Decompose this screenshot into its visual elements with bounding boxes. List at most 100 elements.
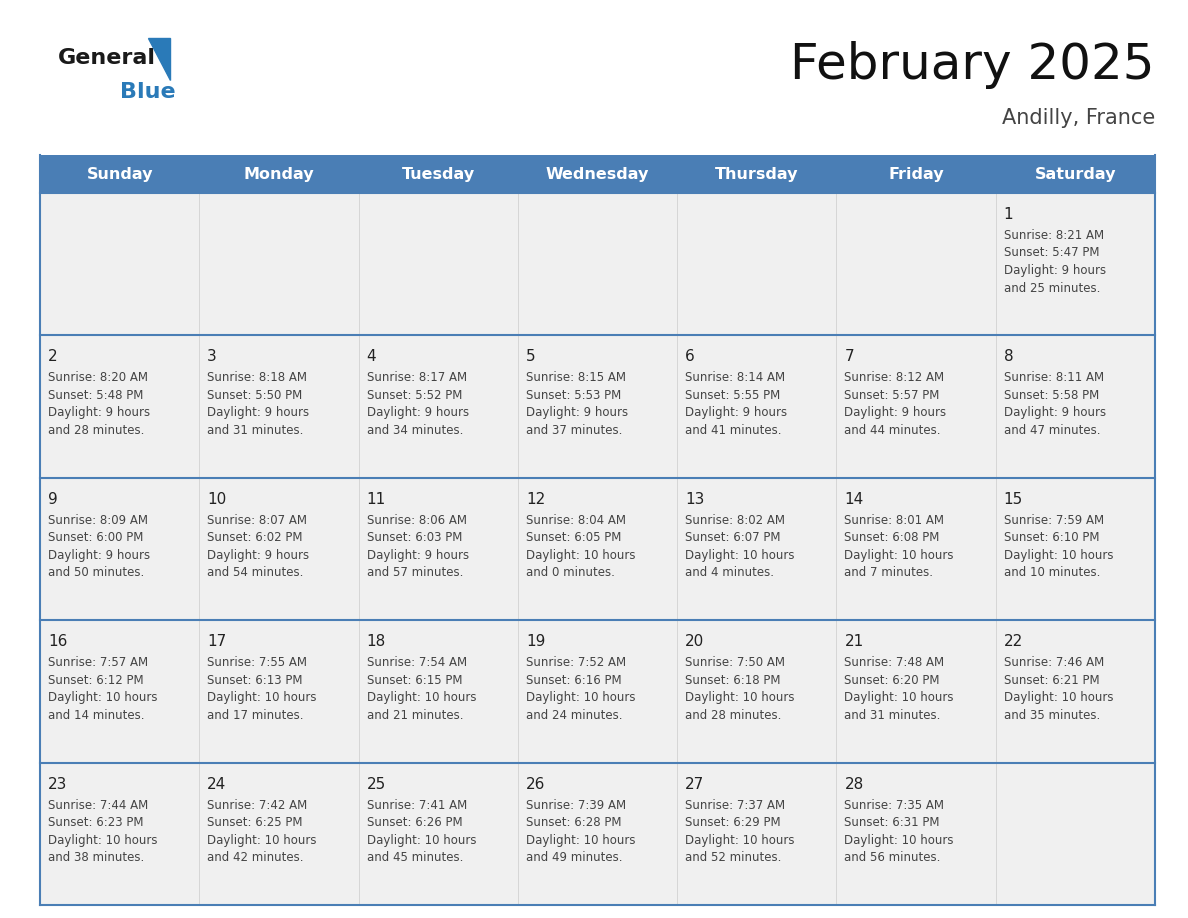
Text: Daylight: 9 hours: Daylight: 9 hours (367, 549, 469, 562)
Text: 7: 7 (845, 350, 854, 364)
Text: 6: 6 (685, 350, 695, 364)
Text: and 31 minutes.: and 31 minutes. (207, 424, 304, 437)
Text: 4: 4 (367, 350, 377, 364)
Text: Sunset: 6:31 PM: Sunset: 6:31 PM (845, 816, 940, 829)
Text: 9: 9 (48, 492, 58, 507)
Text: Monday: Monday (244, 166, 315, 182)
Text: Sunset: 6:12 PM: Sunset: 6:12 PM (48, 674, 144, 687)
Text: and 21 minutes.: and 21 minutes. (367, 709, 463, 722)
Text: 25: 25 (367, 777, 386, 791)
Text: Daylight: 10 hours: Daylight: 10 hours (207, 691, 317, 704)
Text: Daylight: 9 hours: Daylight: 9 hours (207, 549, 309, 562)
Text: Daylight: 10 hours: Daylight: 10 hours (845, 834, 954, 846)
Text: Sunrise: 8:07 AM: Sunrise: 8:07 AM (207, 514, 308, 527)
Text: Sunset: 6:16 PM: Sunset: 6:16 PM (526, 674, 621, 687)
Text: Daylight: 10 hours: Daylight: 10 hours (526, 691, 636, 704)
Text: Sunrise: 8:01 AM: Sunrise: 8:01 AM (845, 514, 944, 527)
Bar (40, 193, 1155, 335)
Text: Sunset: 5:52 PM: Sunset: 5:52 PM (367, 389, 462, 402)
Text: and 17 minutes.: and 17 minutes. (207, 709, 304, 722)
Text: Sunset: 6:26 PM: Sunset: 6:26 PM (367, 816, 462, 829)
Text: Sunset: 6:00 PM: Sunset: 6:00 PM (48, 532, 144, 544)
Text: Sunset: 6:13 PM: Sunset: 6:13 PM (207, 674, 303, 687)
Text: Daylight: 9 hours: Daylight: 9 hours (685, 407, 788, 420)
Text: Blue: Blue (120, 82, 176, 102)
Text: and 25 minutes.: and 25 minutes. (1004, 282, 1100, 295)
Text: and 10 minutes.: and 10 minutes. (1004, 566, 1100, 579)
Text: Daylight: 10 hours: Daylight: 10 hours (367, 834, 476, 846)
Text: Sunrise: 8:04 AM: Sunrise: 8:04 AM (526, 514, 626, 527)
Text: Daylight: 10 hours: Daylight: 10 hours (845, 691, 954, 704)
Text: 23: 23 (48, 777, 68, 791)
Text: Sunrise: 7:41 AM: Sunrise: 7:41 AM (367, 799, 467, 812)
Text: Daylight: 9 hours: Daylight: 9 hours (48, 407, 150, 420)
Text: 3: 3 (207, 350, 217, 364)
Text: General: General (58, 48, 156, 68)
Text: and 49 minutes.: and 49 minutes. (526, 851, 623, 864)
Text: Thursday: Thursday (715, 166, 798, 182)
Text: Sunrise: 7:54 AM: Sunrise: 7:54 AM (367, 656, 467, 669)
Polygon shape (148, 38, 170, 80)
Text: Sunrise: 8:21 AM: Sunrise: 8:21 AM (1004, 229, 1104, 242)
Text: Sunset: 6:23 PM: Sunset: 6:23 PM (48, 816, 144, 829)
Text: and 41 minutes.: and 41 minutes. (685, 424, 782, 437)
Text: Sunrise: 7:35 AM: Sunrise: 7:35 AM (845, 799, 944, 812)
Text: and 44 minutes.: and 44 minutes. (845, 424, 941, 437)
Text: Sunset: 5:48 PM: Sunset: 5:48 PM (48, 389, 144, 402)
Text: and 45 minutes.: and 45 minutes. (367, 851, 463, 864)
Text: 2: 2 (48, 350, 58, 364)
Text: and 54 minutes.: and 54 minutes. (207, 566, 304, 579)
Text: and 24 minutes.: and 24 minutes. (526, 709, 623, 722)
Text: Sunrise: 7:39 AM: Sunrise: 7:39 AM (526, 799, 626, 812)
Text: 27: 27 (685, 777, 704, 791)
Text: Sunrise: 8:15 AM: Sunrise: 8:15 AM (526, 372, 626, 385)
Text: Sunset: 6:02 PM: Sunset: 6:02 PM (207, 532, 303, 544)
Text: Sunset: 6:25 PM: Sunset: 6:25 PM (207, 816, 303, 829)
Text: Sunrise: 8:06 AM: Sunrise: 8:06 AM (367, 514, 467, 527)
Text: 11: 11 (367, 492, 386, 507)
Text: and 14 minutes.: and 14 minutes. (48, 709, 145, 722)
Text: Sunrise: 8:14 AM: Sunrise: 8:14 AM (685, 372, 785, 385)
Text: Sunrise: 7:48 AM: Sunrise: 7:48 AM (845, 656, 944, 669)
Text: Wednesday: Wednesday (545, 166, 649, 182)
Text: Sunset: 6:29 PM: Sunset: 6:29 PM (685, 816, 781, 829)
Text: Sunrise: 7:37 AM: Sunrise: 7:37 AM (685, 799, 785, 812)
Text: Tuesday: Tuesday (402, 166, 475, 182)
Text: and 34 minutes.: and 34 minutes. (367, 424, 463, 437)
Text: 21: 21 (845, 634, 864, 649)
Text: Daylight: 10 hours: Daylight: 10 hours (207, 834, 317, 846)
Text: Sunset: 6:10 PM: Sunset: 6:10 PM (1004, 532, 1099, 544)
Bar (40, 621, 1155, 763)
Text: Daylight: 9 hours: Daylight: 9 hours (48, 549, 150, 562)
Text: and 56 minutes.: and 56 minutes. (845, 851, 941, 864)
Text: Daylight: 9 hours: Daylight: 9 hours (845, 407, 947, 420)
Text: Daylight: 10 hours: Daylight: 10 hours (1004, 691, 1113, 704)
Text: and 50 minutes.: and 50 minutes. (48, 566, 144, 579)
Text: and 37 minutes.: and 37 minutes. (526, 424, 623, 437)
Text: Saturday: Saturday (1035, 166, 1116, 182)
Text: 18: 18 (367, 634, 386, 649)
Text: and 42 minutes.: and 42 minutes. (207, 851, 304, 864)
Text: Sunset: 5:50 PM: Sunset: 5:50 PM (207, 389, 303, 402)
Text: Daylight: 10 hours: Daylight: 10 hours (367, 691, 476, 704)
Text: Sunrise: 7:42 AM: Sunrise: 7:42 AM (207, 799, 308, 812)
Text: Daylight: 10 hours: Daylight: 10 hours (1004, 549, 1113, 562)
Text: 26: 26 (526, 777, 545, 791)
Text: Daylight: 10 hours: Daylight: 10 hours (685, 549, 795, 562)
Text: Sunrise: 8:17 AM: Sunrise: 8:17 AM (367, 372, 467, 385)
Text: Sunrise: 8:12 AM: Sunrise: 8:12 AM (845, 372, 944, 385)
Bar (40, 763, 1155, 905)
Text: 16: 16 (48, 634, 68, 649)
Text: Sunrise: 8:18 AM: Sunrise: 8:18 AM (207, 372, 308, 385)
Text: and 28 minutes.: and 28 minutes. (48, 424, 145, 437)
Text: Friday: Friday (889, 166, 944, 182)
Text: and 52 minutes.: and 52 minutes. (685, 851, 782, 864)
Text: and 47 minutes.: and 47 minutes. (1004, 424, 1100, 437)
Text: Sunset: 6:07 PM: Sunset: 6:07 PM (685, 532, 781, 544)
Text: Sunset: 6:08 PM: Sunset: 6:08 PM (845, 532, 940, 544)
Text: 24: 24 (207, 777, 227, 791)
Text: Daylight: 10 hours: Daylight: 10 hours (845, 549, 954, 562)
Bar (40, 155, 1155, 193)
Text: February 2025: February 2025 (790, 41, 1155, 89)
Text: Sunrise: 7:46 AM: Sunrise: 7:46 AM (1004, 656, 1104, 669)
